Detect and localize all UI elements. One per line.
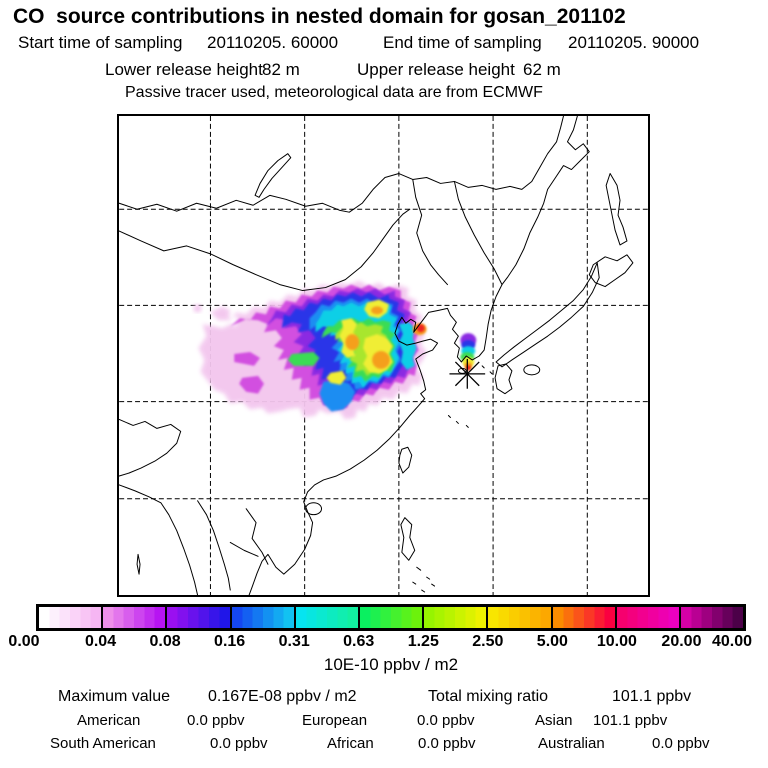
- region-african-label: African: [327, 735, 374, 752]
- map-canvas: [119, 116, 648, 595]
- colorbar-tick-0.00: 0.00: [8, 633, 40, 650]
- plume-green-finger: [287, 352, 320, 366]
- colorbar-segment-3: [229, 607, 294, 628]
- colorbar-tick-5.00: 5.00: [536, 633, 568, 650]
- plume-orange-2: [372, 351, 390, 369]
- lake-baikal: [254, 153, 292, 198]
- colorbar-segment-7: [486, 607, 551, 628]
- region-australian-label: Australian: [538, 735, 605, 752]
- indochina-border-3: [229, 541, 259, 557]
- andaman-sliver: [136, 553, 141, 575]
- plume-orange-1: [345, 334, 360, 351]
- upper-release-value: 62 m: [523, 60, 561, 79]
- start-time-label: Start time of sampling: [18, 33, 183, 52]
- indochina-border-1: [197, 500, 231, 591]
- hokkaido-island: [588, 254, 634, 288]
- end-time-label: End time of sampling: [383, 33, 542, 52]
- region-american-label: American: [77, 712, 141, 729]
- sakhalin-island: [605, 173, 628, 246]
- hainan-island: [305, 502, 323, 516]
- region-australian-value: 0.0 ppbv: [652, 735, 710, 752]
- colorbar-tick-2.50: 2.50: [472, 633, 504, 650]
- region-american-value: 0.0 ppbv: [187, 712, 245, 729]
- region-european-value: 0.0 ppbv: [417, 712, 475, 729]
- colorbar-tick-1.25: 1.25: [407, 633, 439, 650]
- maximum-label: Maximum value: [58, 688, 171, 705]
- plume-cyan-south: [319, 379, 356, 412]
- colorbar-tick-0.31: 0.31: [278, 633, 310, 650]
- region-asian-value: 101.1 ppbv: [593, 712, 668, 729]
- bengal-coast: [119, 484, 199, 595]
- plume-arm-magenta-2: [239, 375, 264, 394]
- colorbar-tick-0.16: 0.16: [214, 633, 246, 650]
- total-mixing-ratio-value: 101.1 ppbv: [612, 688, 692, 705]
- colorbar-segment-10: [678, 607, 744, 628]
- manchuria-border: [453, 180, 503, 286]
- korea-red: [465, 365, 471, 371]
- plume-cyan-east: [398, 322, 417, 370]
- colorbar-segment-6: [422, 607, 487, 628]
- colorbar-tick-20.00: 20.00: [661, 633, 702, 650]
- region-african-value: 0.0 ppbv: [418, 735, 476, 752]
- region-south-american-label: South American: [50, 735, 156, 752]
- visayas-specks: [412, 566, 436, 593]
- colorbar-segment-5: [357, 607, 423, 628]
- colorbar-segment-2: [165, 607, 230, 628]
- upper-release-label: Upper release height: [357, 60, 515, 79]
- okhotsk-coast: [248, 116, 590, 595]
- colorbar-segment-9: [614, 607, 679, 628]
- start-time-value: 20110205. 60000: [207, 33, 339, 52]
- map-frame: [117, 114, 650, 597]
- mongolia-south-border: [119, 208, 411, 292]
- ryukyu-specks: [447, 365, 493, 428]
- plume-yellow-small: [326, 370, 347, 385]
- plume-speck: [193, 304, 202, 313]
- colorbar-segment-1: [101, 607, 166, 628]
- colorbar: [36, 604, 746, 631]
- plume-red-maximum: [416, 324, 425, 333]
- colorbar-tick-10.00: 10.00: [596, 633, 637, 650]
- coastlines: [119, 116, 634, 595]
- colorbar-tick-0.08: 0.08: [149, 633, 181, 650]
- total-mixing-ratio-label: Total mixing ratio: [428, 688, 549, 705]
- colorbar-tick-40.00: 40.00: [711, 633, 753, 650]
- amur-internal: [412, 178, 448, 286]
- plume-korea: [460, 333, 477, 371]
- region-asian-label: Asian: [535, 712, 573, 729]
- russia-border: [119, 116, 564, 213]
- honshu-island: [495, 262, 600, 368]
- maximum-value: 0.167E-08 ppbv / m2: [208, 688, 357, 705]
- plume-arm-magenta-1: [234, 352, 261, 366]
- colorbar-segment-4: [293, 607, 358, 628]
- colorbar-segment-8: [550, 607, 615, 628]
- region-south-american-value: 0.0 ppbv: [210, 735, 268, 752]
- colorbar-tick-0.04: 0.04: [84, 633, 117, 650]
- taiwan-island: [398, 446, 413, 474]
- lower-release-value: 82 m: [262, 60, 300, 79]
- colorbar-units: 10E-10 ppbv / m2: [323, 655, 459, 674]
- lower-release-label: Lower release height: [105, 60, 263, 79]
- plume-orange-top: [371, 306, 384, 315]
- indochina-border-2: [245, 508, 269, 565]
- kyushu-island: [494, 363, 513, 395]
- plume-china: [193, 280, 427, 420]
- colorbar-segment-0: [39, 607, 102, 628]
- end-time-value: 20110205. 90000: [568, 33, 700, 52]
- colorbar-tick-0.63: 0.63: [343, 633, 375, 650]
- station-marker-gosan: [449, 358, 486, 389]
- india-borders: [119, 418, 182, 477]
- tracer-note: Passive tracer used, meteorological data…: [125, 84, 543, 101]
- luzon-island: [400, 517, 416, 561]
- shikoku-island: [523, 364, 541, 376]
- colorbar-tick-labels: 0.00 0.04 0.08 0.16 0.31 0.63 1.25 2.50 5.00 10.0…: [0, 633, 768, 651]
- region-european-label: European: [302, 712, 368, 729]
- page-title: CO source contributions in nested domain…: [13, 5, 626, 28]
